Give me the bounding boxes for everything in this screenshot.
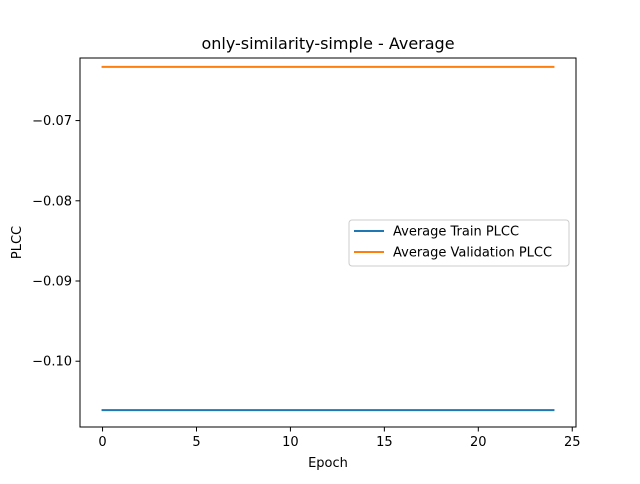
x-axis-ticks: 0 5 10 15 20 25: [98, 427, 581, 450]
y-axis-label: PLCC: [10, 226, 25, 259]
y-tick-label: −0.09: [32, 275, 72, 290]
legend-label: Average Validation PLCC: [393, 246, 552, 261]
y-axis-ticks: −0.07 −0.08 −0.09 −0.10: [32, 114, 80, 370]
x-tick-label: 5: [192, 435, 200, 450]
plot-series: [101, 65, 555, 412]
legend: Average Train PLCC Average Validation PLC…: [348, 219, 570, 267]
y-tick-label: −0.07: [32, 114, 72, 129]
x-tick-label: 25: [564, 435, 581, 450]
legend-label: Average Train PLCC: [393, 225, 519, 240]
x-tick-label: 10: [282, 435, 299, 450]
y-tick-label: −0.08: [32, 194, 72, 209]
y-tick-label: −0.10: [32, 355, 72, 370]
x-axis-label: Epoch: [308, 456, 348, 471]
legend-box: [348, 219, 570, 267]
x-tick-label: 0: [98, 435, 106, 450]
x-tick-label: 15: [376, 435, 393, 450]
x-tick-label: 20: [470, 435, 487, 450]
plot-area-frame: [79, 57, 577, 428]
chart-title: only-similarity-simple - Average: [201, 34, 454, 53]
